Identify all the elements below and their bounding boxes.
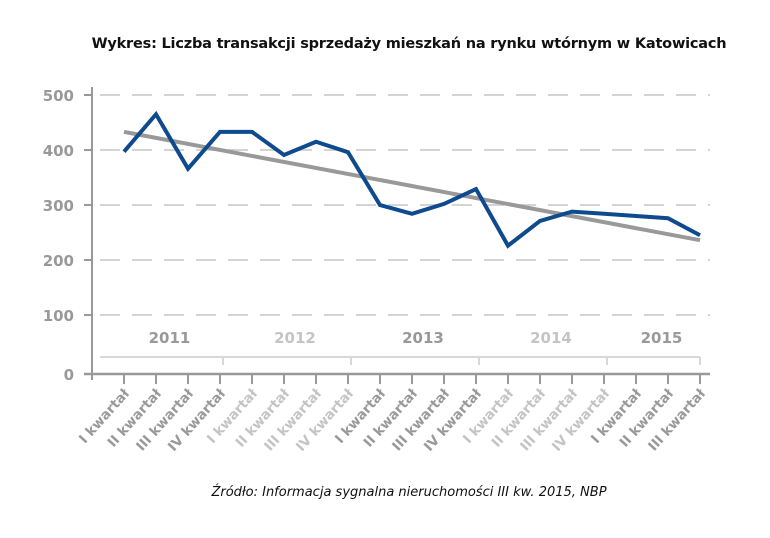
year-label: 2012 [274,329,316,347]
year-label: 2014 [530,329,572,347]
y-tick-label: 200 [43,252,74,270]
y-tick-label: 300 [43,197,74,215]
y-axis: 0 100 200 300 400 500 [43,87,93,384]
year-label: 2011 [149,329,191,347]
year-label: 2013 [402,329,444,347]
grid-lines [100,94,710,316]
chart-title: Wykres: Liczba transakcji sprzedaży mies… [91,36,727,52]
y-tick-label: 500 [43,87,74,105]
year-label: 2015 [641,329,683,347]
y-tick-label: 0 [64,366,74,384]
year-groups: 2011 2012 2013 2014 2015 [100,329,701,365]
y-tick-label: 100 [43,307,74,325]
chart-source: Źródło: Informacja sygnalna nieruchomośc… [211,485,607,500]
series [122,110,701,249]
y-tick-label: 400 [43,142,74,160]
trend-line [123,129,701,243]
